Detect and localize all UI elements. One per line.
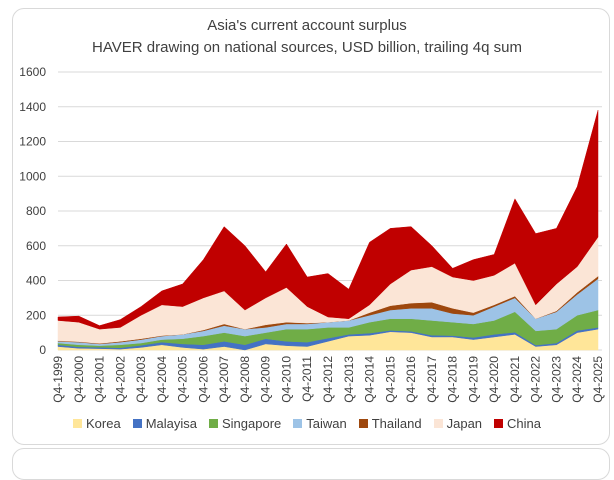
y-tick-label: 800 [26,204,46,218]
x-tick-label: Q4-2023 [549,356,563,403]
legend-swatch [434,419,443,428]
legend-swatch [73,419,82,428]
x-tick-label: Q4-2000 [72,356,86,403]
chart-plot: 0 200 400 600 800 1000 1200 1400 1600 Q4-1999 Q4-2… [0,0,614,451]
y-tick-label: 400 [26,274,46,288]
x-tick-label: Q4-2022 [529,356,543,403]
legend-swatch [293,419,302,428]
x-tick-label: Q4-2015 [383,356,397,403]
legend-item-thailand: Thailand [359,416,422,431]
x-tick-label: Q4-2005 [176,356,190,403]
legend-swatch [133,419,142,428]
x-tick-label: Q4-2007 [217,356,231,403]
x-tick-label: Q4-2002 [113,356,127,403]
legend-item-japan: Japan [434,416,482,431]
next-card [12,448,610,480]
x-tick-label: Q4-2001 [93,356,107,403]
legend-label: Taiwan [306,416,346,431]
y-tick-label: 600 [26,239,46,253]
x-tick-label: Q4-2021 [508,356,522,403]
legend-item-korea: Korea [73,416,121,431]
x-tick-label: Q4-2025 [591,356,605,403]
x-tick-label: Q4-2010 [279,356,293,403]
x-tick-label: Q4-2003 [134,356,148,403]
legend-item-malayisa: Malayisa [133,416,197,431]
x-tick-label: Q4-2016 [404,356,418,403]
legend-item-taiwan: Taiwan [293,416,346,431]
x-tick-label: Q4-2012 [321,356,335,403]
legend-label: Singapore [222,416,281,431]
x-tick-label: Q4-2018 [446,356,460,403]
y-tick-label: 0 [39,343,46,357]
legend-label: Korea [86,416,121,431]
legend-swatch [494,419,503,428]
x-tick-label: Q4-2014 [363,356,377,403]
x-tick-label: Q4-1999 [51,356,65,403]
y-tick-label: 1600 [19,65,46,79]
y-tick-label: 200 [26,308,46,322]
x-tick-label: Q4-2017 [425,356,439,403]
y-tick-label: 1200 [19,135,46,149]
legend-item-china: China [494,416,541,431]
x-tick-label: Q4-2009 [259,356,273,403]
x-tick-label: Q4-2013 [342,356,356,403]
x-tick-label: Q4-2011 [300,356,314,402]
legend-swatch [209,419,218,428]
x-tick-label: Q4-2004 [155,356,169,403]
y-tick-label: 1000 [19,169,46,183]
legend-swatch [359,419,368,428]
legend-label: Japan [447,416,482,431]
legend-label: Malayisa [146,416,197,431]
legend-label: China [507,416,541,431]
legend: Korea Malayisa Singapore Taiwan Thailand Japa… [0,416,614,431]
x-tick-label: Q4-2008 [238,356,252,403]
x-tick-label: Q4-2006 [196,356,210,403]
x-tick-label: Q4-2020 [487,356,501,403]
legend-label: Thailand [372,416,422,431]
y-tick-label: 1400 [19,100,46,114]
x-tick-label: Q4-2024 [570,356,584,403]
legend-item-singapore: Singapore [209,416,281,431]
x-tick-label: Q4-2019 [466,356,480,403]
